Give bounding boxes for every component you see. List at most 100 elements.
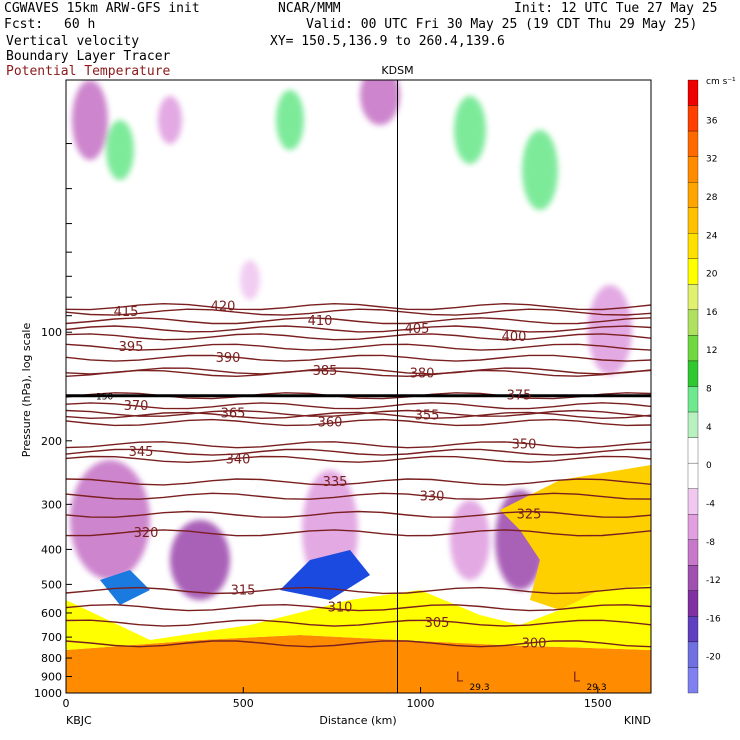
velocity-cell [522,130,558,210]
theta-contour [66,529,651,537]
theta-contour-label: 410 [308,314,333,329]
colorbar-swatch [687,284,699,311]
theta-contour-label: 380 [410,366,435,381]
tropopause-label: 150 [96,393,113,403]
theta-contour [66,409,651,417]
theta-contour [66,455,651,464]
theta-contour-label: 315 [231,584,256,599]
theta-contour [66,367,651,375]
kdsm-label: KDSM [381,64,413,77]
theta-contour [66,586,651,595]
theta-contour [66,640,651,648]
y-tick-label: 100 [41,326,62,339]
colorbar-swatch [687,565,699,591]
field-vertical-velocity: Vertical velocity [6,34,140,49]
y-tick-label: 600 [41,607,62,620]
colorbar-swatch [687,79,699,106]
colorbar-swatch [687,105,699,132]
colorbar-label: 4 [706,423,712,433]
theta-contour-label: 355 [415,408,440,423]
velocity-cell [158,96,182,144]
colorbar-swatch [687,667,699,694]
theta-contour-label: 400 [502,330,527,345]
colorbar-swatch [687,335,699,362]
theta-contour [66,402,651,410]
y-tick-label: 700 [41,631,62,644]
left-station-label: KBJC [66,714,92,727]
colorbar-swatch [687,360,699,387]
theta-contour [66,510,651,518]
colorbar-swatch [687,616,699,643]
theta-contour-label: 370 [124,399,149,414]
boundary-layer-tracer-mid [66,585,651,650]
x-tick-label: 0 [63,697,70,710]
colorbar-swatch [687,437,699,464]
model-title: CGWAVES 15km ARW-GFS init [4,1,200,16]
tracer-value-label: 29.3 [470,683,490,693]
theta-contour-label: 310 [328,601,353,616]
colorbar-swatch [687,233,699,259]
theta-contour [66,333,651,341]
colorbar: 36 32 28 24 20 16 12 8 4 0 -4 -8 -12 -16 -20 [687,79,721,694]
theta-contour-label: 420 [211,300,236,315]
colorbar-swatch [687,182,699,208]
theta-contour [66,418,651,427]
velocity-cell [70,460,150,580]
theta-contour-label: 390 [216,351,241,366]
tracer-value-label: 29.3 [587,683,607,693]
theta-contour-label: 330 [420,489,445,504]
x-tick-label: 500 [233,697,254,710]
theta-contour-label: 395 [119,340,144,355]
theta-contour [66,354,651,362]
field-potential-temperature: Potential Temperature [6,64,171,79]
colorbar-swatch [687,309,699,336]
theta-contour [66,317,651,325]
theta-contour [66,308,651,316]
colorbar-swatch [687,539,699,566]
velocity-cell [170,520,230,600]
colorbar-swatch [687,130,699,157]
theta-contour-label: 300 [522,637,547,652]
y-tick-label: 200 [41,435,62,448]
colorbar-swatch [687,590,699,617]
theta-contour [66,302,651,311]
colorbar-unit: cm s⁻¹ [706,77,736,87]
colorbar-swatch [687,386,699,413]
velocity-cell [240,260,260,300]
theta-contour-label: 375 [507,389,532,404]
y-tick-label: 900 [41,670,62,683]
colorbar-label: -12 [706,576,721,586]
theta-contour [66,448,651,456]
theta-contour [66,369,651,378]
plot-frame [65,79,652,694]
init-time: Init: 12 UTC Tue 27 May 25 [514,1,718,16]
theta-contour-label: 320 [134,526,159,541]
theta-contour-label: 405 [405,322,430,337]
theta-contour-label: 365 [221,406,246,421]
theta-contour [66,441,651,449]
theta-contour-label: 335 [323,475,348,490]
colorbar-label: 28 [706,193,718,203]
colorbar-swatch [687,641,699,668]
theta-contour [66,411,651,420]
y-tick-label: 300 [41,498,62,511]
colorbar-label: 36 [706,116,718,126]
y-tick-label: 400 [41,543,62,556]
theta-contour-label: 325 [517,507,542,522]
theta-contour [66,603,651,612]
theta-contour-label: 340 [226,452,251,467]
colorbar-label: 0 [706,461,712,471]
theta-contour [66,492,651,500]
colorbar-label: 20 [706,270,718,280]
org-label: NCAR/MMM [278,1,341,16]
forecast-label: Fcst: [4,17,44,32]
velocity-cell [450,500,490,580]
colorbar-label: -4 [706,499,715,509]
colorbar-swatch [687,156,699,183]
colorbar-label: 32 [706,155,717,165]
velocity-cell [454,96,486,164]
x-tick-label: 1000 [407,697,435,710]
boundary-layer-tracer-high [66,635,651,693]
theta-contour [66,478,651,486]
